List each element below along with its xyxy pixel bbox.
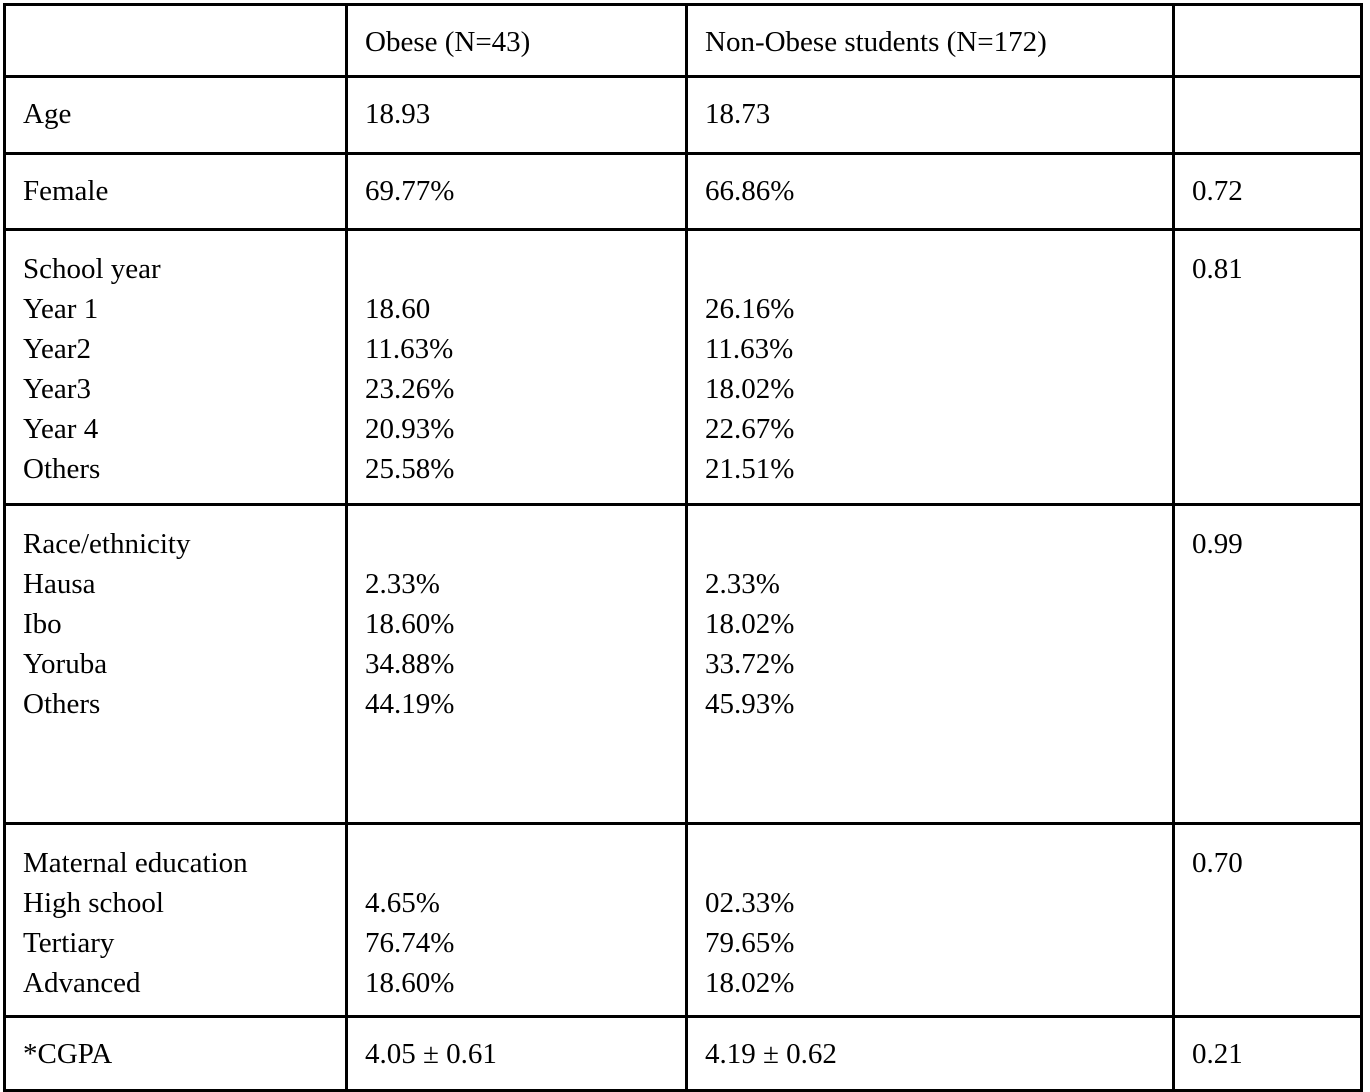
row-label-cell: Female [3, 152, 348, 231]
non-obese-value-cell: 02.33% 79.65% 18.02% [685, 822, 1175, 1018]
obese-value-cell: 69.77% [345, 152, 688, 231]
table-header-row: Obese (N=43) Non-Obese students (N=172) [3, 3, 1363, 78]
header-p-value-cell [1172, 3, 1363, 78]
obese-value-cell: 2.33% 18.60% 34.88% 44.19% [345, 503, 688, 825]
non-obese-value-cell: 18.73 [685, 75, 1175, 155]
header-empty-cell [3, 3, 348, 78]
obese-value-cell: 4.05 ± 0.61 [345, 1015, 688, 1092]
p-value-cell: 0.81 [1172, 228, 1363, 506]
non-obese-value-cell: 66.86% [685, 152, 1175, 231]
p-value-cell: 0.70 [1172, 822, 1363, 1018]
obese-value-cell: 18.60 11.63% 23.26% 20.93% 25.58% [345, 228, 688, 506]
header-obese-cell: Obese (N=43) [345, 3, 688, 78]
p-value-cell [1172, 75, 1363, 155]
p-value-cell: 0.72 [1172, 152, 1363, 231]
table-row-maternal-education: Maternal education High school Tertiary … [3, 822, 1363, 1018]
table-row-age: Age 18.93 18.73 [3, 75, 1363, 155]
table-row-female: Female 69.77% 66.86% 0.72 [3, 152, 1363, 231]
table-row-school-year: School year Year 1 Year2 Year3 Year 4 Ot… [3, 228, 1363, 506]
row-label-cell: Race/ethnicity Hausa Ibo Yoruba Others [3, 503, 348, 825]
obese-value-cell: 4.65% 76.74% 18.60% [345, 822, 688, 1018]
row-label-cell: Maternal education High school Tertiary … [3, 822, 348, 1018]
row-label-cell: *CGPA [3, 1015, 348, 1092]
p-value-cell: 0.99 [1172, 503, 1363, 825]
header-non-obese-cell: Non-Obese students (N=172) [685, 3, 1175, 78]
non-obese-value-cell: 4.19 ± 0.62 [685, 1015, 1175, 1092]
table-row-race-ethnicity: Race/ethnicity Hausa Ibo Yoruba Others 2… [3, 503, 1363, 825]
non-obese-value-cell: 2.33% 18.02% 33.72% 45.93% [685, 503, 1175, 825]
row-label-cell: School year Year 1 Year2 Year3 Year 4 Ot… [3, 228, 348, 506]
table-row-cgpa: *CGPA 4.05 ± 0.61 4.19 ± 0.62 0.21 [3, 1015, 1363, 1092]
obese-value-cell: 18.93 [345, 75, 688, 155]
demographics-table: Obese (N=43) Non-Obese students (N=172) … [3, 3, 1363, 1092]
row-label-cell: Age [3, 75, 348, 155]
p-value-cell: 0.21 [1172, 1015, 1363, 1092]
non-obese-value-cell: 26.16% 11.63% 18.02% 22.67% 21.51% [685, 228, 1175, 506]
